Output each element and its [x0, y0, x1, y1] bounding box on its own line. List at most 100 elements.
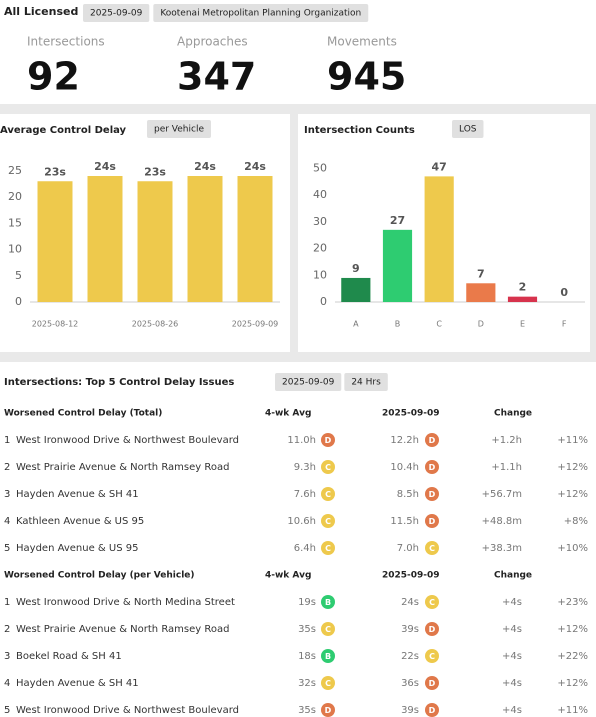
avg-delay: 6.4h: [294, 543, 316, 554]
x-tick-label: 2025-08-12: [32, 320, 79, 329]
intersection-name[interactable]: West Prairie Avenue & North Ramsey Road: [16, 462, 229, 473]
los-badge-label: D: [429, 517, 436, 526]
los-badge: [321, 514, 335, 528]
los-badge-label: C: [325, 490, 331, 499]
y-tick-label: 25: [8, 164, 22, 177]
issues-date-chip[interactable]: [275, 373, 342, 391]
los-badge-label: B: [325, 598, 331, 607]
intersection-name[interactable]: Boekel Road & SH 41: [16, 651, 122, 662]
chart-title: Average Control Delay: [0, 125, 127, 136]
delay-change-pct: +12%: [557, 624, 588, 635]
los-badge-label: D: [429, 436, 436, 445]
y-tick-label: 10: [8, 243, 22, 256]
scope-title: All Licensed: [4, 5, 78, 18]
los-badge: [321, 649, 335, 663]
los-badge: [425, 703, 439, 717]
value-label: 24s: [244, 160, 266, 173]
los-badge: [321, 595, 335, 609]
chart-filter-chip[interactable]: [452, 120, 484, 138]
los-badge: [321, 433, 335, 447]
avg-delay: 32s: [298, 678, 316, 689]
kpi-label: Movements: [327, 35, 397, 49]
y-tick-label: 20: [8, 190, 22, 203]
los-badge: [321, 622, 335, 636]
y-tick-label: 10: [313, 268, 327, 281]
x-tick-label: 2025-08-26: [132, 320, 179, 329]
y-tick-label: 0: [15, 295, 22, 308]
intersection-name[interactable]: West Ironwood Drive & Northwest Boulevar…: [16, 705, 239, 716]
x-tick-label: 2025-09-09: [232, 320, 279, 329]
los-badge: [425, 676, 439, 690]
value-label: 24s: [194, 160, 216, 173]
value-label: 27: [390, 214, 405, 227]
los-badge-label: D: [429, 490, 436, 499]
chart-filter-chip[interactable]: [147, 120, 211, 138]
los-badge: [425, 622, 439, 636]
avg-delay: 35s: [298, 624, 316, 635]
date-chip[interactable]: [83, 4, 150, 22]
los-badge: [425, 649, 439, 663]
y-tick-label: 15: [8, 216, 22, 229]
row-rank: 1: [4, 435, 10, 446]
bar: [382, 229, 413, 302]
los-badge: [425, 433, 439, 447]
row-rank: 3: [4, 651, 10, 662]
current-delay: 12.2h: [390, 435, 419, 446]
value-label: 9: [352, 262, 360, 275]
table-heading: Worsened Control Delay (Total): [4, 409, 162, 419]
col-header: 4-wk Avg: [265, 409, 311, 419]
issues-panel: [0, 362, 596, 717]
x-tick-label: B: [395, 320, 401, 329]
value-label: 47: [432, 160, 447, 173]
current-delay: 7.0h: [397, 543, 419, 554]
avg-delay: 10.6h: [287, 516, 316, 527]
col-header: 2025-09-09: [382, 571, 440, 581]
kpi-value: 347: [177, 55, 256, 99]
delay-change: +1.2h: [491, 435, 522, 446]
delay-change-pct: +11%: [557, 705, 588, 716]
intersection-name[interactable]: Hayden Avenue & US 95: [16, 543, 138, 554]
delay-change: +38.3m: [482, 543, 522, 554]
los-badge: [425, 541, 439, 555]
los-badge: [321, 703, 335, 717]
issues-date-chip-label: 2025-09-09: [282, 378, 335, 388]
delay-change: +4s: [502, 705, 522, 716]
col-header: Change: [494, 409, 532, 419]
org-chip[interactable]: [153, 4, 369, 22]
bar: [87, 176, 123, 302]
avg-delay: 9.3h: [294, 462, 316, 473]
los-badge: [321, 487, 335, 501]
los-badge-label: C: [429, 544, 435, 553]
date-chip-label: 2025-09-09: [90, 9, 143, 19]
los-badge-label: C: [429, 598, 435, 607]
intersection-name[interactable]: Hayden Avenue & SH 41: [16, 678, 139, 689]
intersection-name[interactable]: West Ironwood Drive & Northwest Boulevar…: [16, 435, 239, 446]
los-badge: [321, 541, 335, 555]
los-badge: [425, 487, 439, 501]
y-tick-label: 0: [320, 295, 327, 308]
chart-filter-chip-label: LOS: [459, 125, 477, 135]
col-header: 4-wk Avg: [265, 571, 311, 581]
los-badge-label: D: [429, 625, 436, 634]
delay-change: +1.1h: [491, 462, 522, 473]
bar: [37, 181, 73, 302]
chart-filter-chip-label: per Vehicle: [154, 125, 204, 135]
delay-change-pct: +10%: [557, 543, 588, 554]
row-rank: 5: [4, 705, 10, 716]
value-label: 7: [477, 267, 485, 280]
col-header: 2025-09-09: [382, 409, 440, 419]
bar: [466, 283, 496, 302]
intersection-name[interactable]: West Ironwood Drive & North Medina Stree…: [16, 597, 235, 608]
intersection-name[interactable]: West Prairie Avenue & North Ramsey Road: [16, 624, 229, 635]
avg-delay: 7.6h: [294, 489, 316, 500]
delay-change: +48.8m: [482, 516, 522, 527]
issues-title: Intersections: Top 5 Control Delay Issue…: [4, 377, 234, 388]
issues-period-chip[interactable]: [344, 373, 388, 391]
delay-change-pct: +12%: [557, 678, 588, 689]
los-badge: [321, 676, 335, 690]
current-delay: 22s: [401, 651, 419, 662]
intersection-name[interactable]: Hayden Avenue & SH 41: [16, 489, 139, 500]
intersection-name[interactable]: Kathleen Avenue & US 95: [16, 516, 144, 527]
y-tick-label: 30: [313, 215, 327, 228]
